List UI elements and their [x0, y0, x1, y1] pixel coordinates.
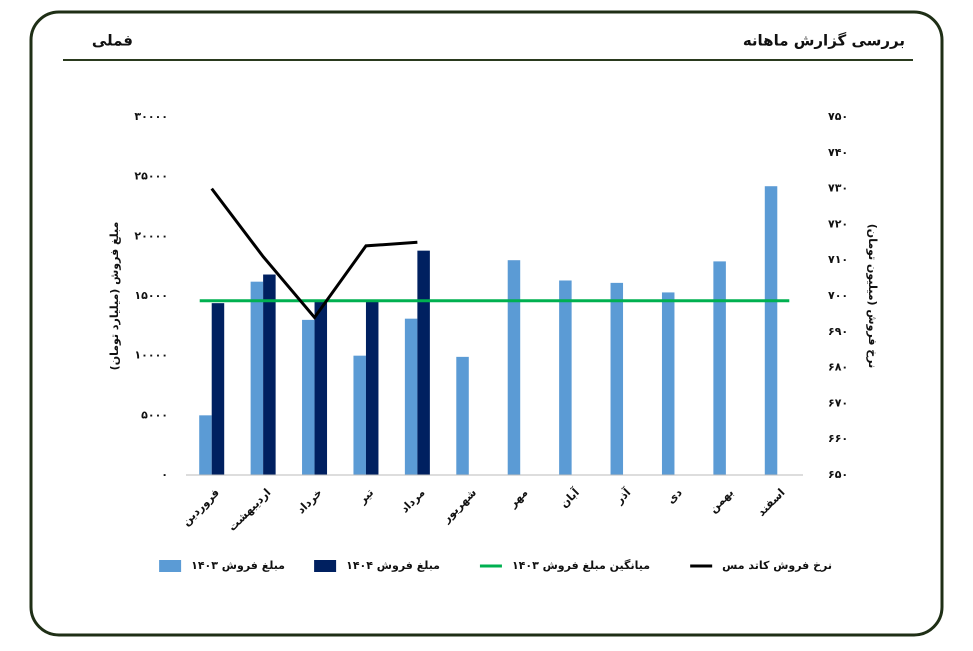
legend-label: میانگین مبلغ فروش ۱۴۰۳	[512, 559, 650, 572]
bar	[713, 261, 726, 475]
bar	[250, 281, 264, 475]
bar	[353, 355, 366, 475]
bar	[263, 274, 276, 475]
y2-tick-label: ۷۵۰	[828, 110, 848, 123]
legend-label: مبلغ فروش ۱۴۰۴	[346, 559, 440, 572]
bar	[211, 303, 225, 475]
legend-swatch	[159, 560, 182, 572]
card	[29, 10, 944, 637]
rate-line	[210, 187, 418, 320]
bar	[365, 301, 379, 475]
bar	[417, 250, 430, 475]
bar	[764, 186, 778, 476]
bar	[404, 318, 418, 475]
y-tick-label: ۱۰۰۰۰	[134, 349, 168, 362]
y2-axis-title: نرخ فروش (میلیون تومان)	[866, 224, 879, 368]
y-tick-label: ۱۵۰۰۰	[134, 289, 168, 302]
y-tick-label: ۰	[161, 468, 168, 481]
y-tick-label: ۲۰۰۰۰	[134, 229, 168, 242]
y2-tick-label: ۷۴۰	[828, 146, 848, 159]
y2-tick-label: ۷۲۰	[828, 217, 848, 230]
bar	[610, 282, 624, 475]
legend-swatch	[314, 560, 337, 572]
bar	[456, 356, 469, 475]
legend-label: نرخ فروش کاتد مس	[722, 559, 832, 572]
y-tick-label: ۵۰۰۰	[141, 408, 168, 421]
y2-tick-label: ۷۰۰	[828, 289, 848, 302]
y2-tick-label: ۶۹۰	[828, 325, 848, 338]
bar	[507, 260, 521, 475]
bar	[314, 301, 328, 475]
bar	[661, 292, 675, 475]
company: فملی	[92, 32, 133, 50]
y2-tick-label: ۶۷۰	[828, 396, 848, 409]
bar	[302, 319, 315, 475]
bar	[199, 415, 212, 475]
bar	[559, 280, 572, 475]
y2-tick-label: ۶۶۰	[828, 432, 848, 445]
y2-tick-label: ۷۳۰	[828, 182, 848, 195]
y2-tick-label: ۶۵۰	[828, 468, 848, 481]
page-title: بررسی گزارش ماهانه	[743, 32, 905, 50]
y-axis-title: مبلغ فروش (میلیارد تومان)	[108, 222, 121, 371]
y-tick-label: ۳۰۰۰۰	[134, 110, 168, 123]
y2-tick-label: ۷۱۰	[828, 253, 848, 266]
legend-label: مبلغ فروش ۱۴۰۳	[191, 559, 285, 572]
y-tick-label: ۲۵۰۰۰	[134, 170, 168, 183]
y2-tick-label: ۶۸۰	[828, 361, 848, 374]
